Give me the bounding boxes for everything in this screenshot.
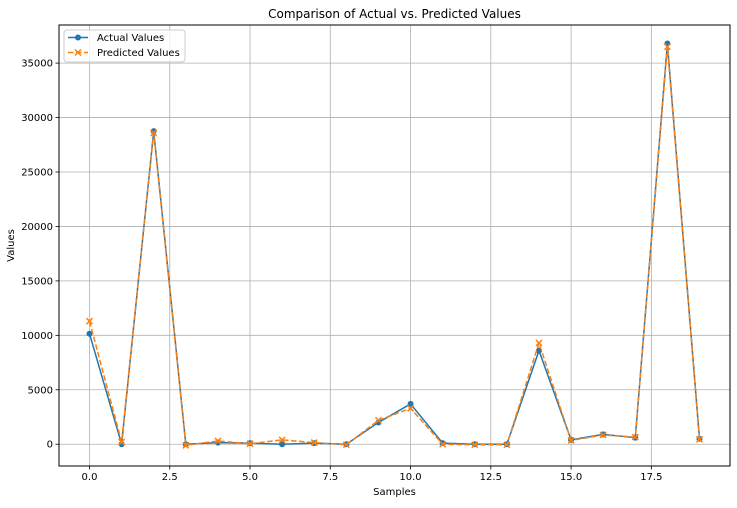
x-tick-label: 0.0 xyxy=(82,472,98,483)
data-point-predicted-values xyxy=(310,439,318,447)
y-tick-label: 15000 xyxy=(21,276,53,287)
x-tick-label: 17.5 xyxy=(640,472,662,483)
x-tick-label: 15.0 xyxy=(560,472,582,483)
x-tick-label: 5.0 xyxy=(242,472,258,483)
y-tick-label: 5000 xyxy=(28,385,53,396)
y-tick-label: 20000 xyxy=(21,222,53,233)
legend-box xyxy=(63,29,186,63)
data-point-predicted-values xyxy=(150,129,158,137)
data-point-actual-values xyxy=(150,128,157,135)
x-axis-label: Samples xyxy=(373,487,416,498)
legend-marker-actual xyxy=(75,34,81,41)
data-point-predicted-values xyxy=(118,438,126,446)
data-point-predicted-values xyxy=(374,416,382,424)
data-series xyxy=(85,40,704,449)
data-point-predicted-values xyxy=(631,433,639,441)
y-tick-label: 30000 xyxy=(21,113,53,124)
y-axis-label: Values xyxy=(6,229,17,262)
data-point-predicted-values xyxy=(535,339,543,347)
data-point-predicted-values xyxy=(342,441,350,449)
x-tick-label: 12.5 xyxy=(480,472,502,483)
data-point-predicted-values xyxy=(182,441,190,449)
grid-lines xyxy=(59,25,730,466)
y-tick-label: 25000 xyxy=(21,168,53,179)
data-point-predicted-values xyxy=(567,436,575,444)
x-tick-label: 7.5 xyxy=(322,472,338,483)
legend-label-actual: Actual Values xyxy=(97,33,164,44)
x-tick-label: 2.5 xyxy=(162,472,178,483)
axis-ticks: 0.0 2.5 5.0 7.5 10.0 12.5 15.0 17.5 0 5000 10000 15… xyxy=(21,59,662,483)
data-point-predicted-values xyxy=(214,437,222,445)
data-point-predicted-values xyxy=(439,440,447,448)
data-point-actual-values xyxy=(86,330,93,337)
legend-marker-predicted xyxy=(74,48,82,57)
data-point-actual-values xyxy=(407,400,414,407)
data-point-predicted-values xyxy=(599,431,607,439)
data-point-predicted-values xyxy=(278,436,286,444)
data-point-predicted-values xyxy=(85,317,94,325)
x-tick-label: 10.0 xyxy=(399,472,421,483)
data-point-predicted-values xyxy=(471,441,479,449)
chart-title: Comparison of Actual vs. Predicted Value… xyxy=(268,7,521,21)
data-point-predicted-values xyxy=(246,440,254,448)
data-point-predicted-values xyxy=(407,404,415,412)
data-point-predicted-values xyxy=(503,441,511,449)
y-tick-label: 0 xyxy=(47,440,53,451)
plot-frame xyxy=(58,24,731,467)
y-tick-label: 35000 xyxy=(21,59,53,70)
data-point-predicted-values xyxy=(695,435,704,443)
legend: Actual Values Predicted Values xyxy=(63,29,186,63)
y-tick-label: 10000 xyxy=(21,331,53,342)
data-point-predicted-values xyxy=(663,43,671,51)
legend-label-predicted: Predicted Values xyxy=(97,48,180,59)
series-line-predicted-values xyxy=(88,46,701,447)
data-point-actual-values xyxy=(279,441,286,448)
